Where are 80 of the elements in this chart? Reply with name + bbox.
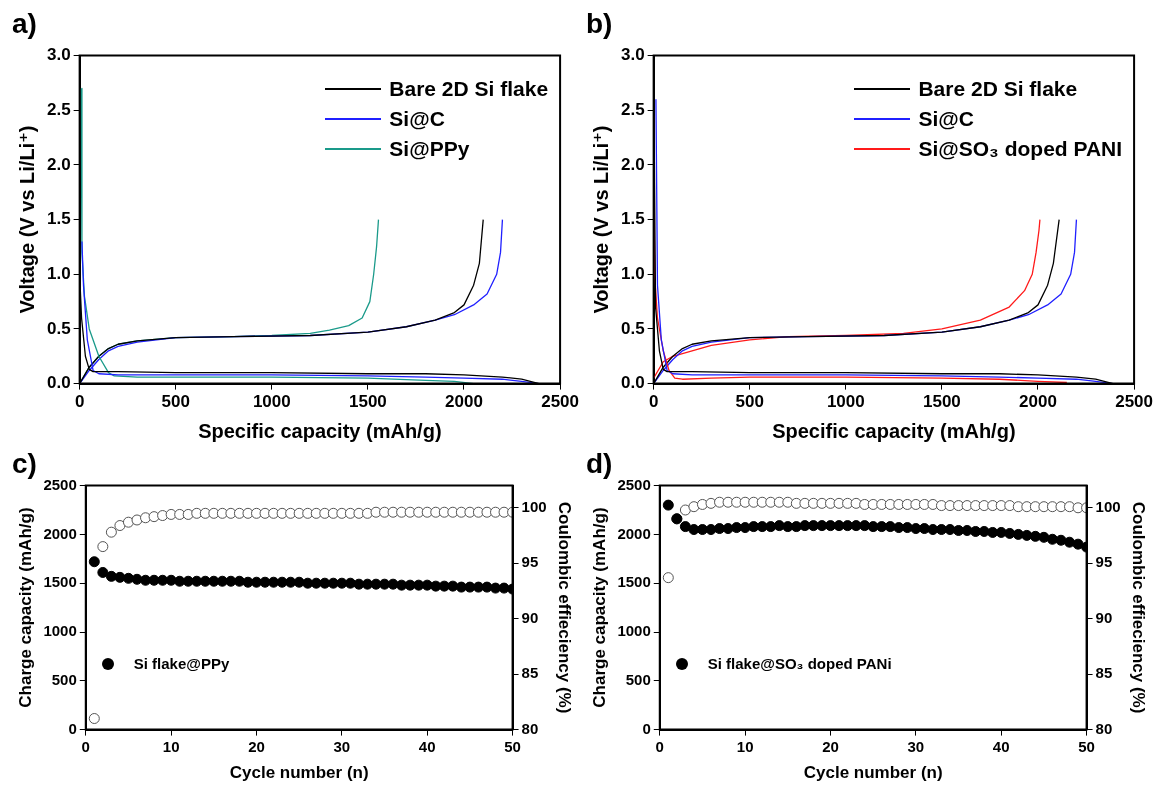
x-tick-label: 1000 [826,392,865,412]
y-tick-label: 2.0 [620,154,645,174]
y-tick-label: 3.0 [46,45,71,65]
y2-tick-label: 95 [1095,553,1113,571]
y-tick-label: 1.0 [620,263,645,283]
x-tick-label: 50 [504,737,521,755]
x-tick-label: 1500 [922,392,961,412]
chart-title: a) [12,7,37,39]
y-tick-label: 3.0 [620,45,645,65]
x-tick-label: 40 [418,737,436,755]
y-tick-label: 0.5 [620,318,645,338]
y-tick-label: 1.5 [620,209,645,229]
x-tick-label: 2500 [541,392,579,412]
x-tick-label: 0 [655,737,664,755]
legend-label: Si flake@SO₃ doped PANi [707,653,892,674]
y2-tick-label: 100 [521,497,547,515]
x-tick-label: 0 [81,737,90,755]
y-tick-label: 2.5 [620,99,645,119]
legend-label: Si@C [918,105,974,132]
y-axis-title: Charge capacity (mAh/g) [15,507,35,708]
y2-axis-title: Coulombic effieciency (%) [1129,501,1149,714]
y2-axis-title: Coulombic effieciency (%) [555,501,575,714]
x-axis-title: Cycle number (n) [803,763,943,783]
y-tick-label: 2500 [617,475,651,493]
x-tick-label: 500 [735,392,764,412]
y-tick-label: 500 [51,670,77,688]
chart-title: d) [586,447,613,479]
y-axis-title: Voltage (V vs Li/Li⁺) [589,125,612,314]
y-tick-label: 0.0 [46,373,71,393]
y-tick-label: 1.5 [46,209,71,229]
legend-label: Si@SO₃ doped PANI [918,135,1123,162]
x-tick-label: 10 [162,737,180,755]
y2-tick-label: 80 [1095,719,1113,737]
x-tick-label: 2000 [1019,392,1057,412]
x-tick-label: 20 [822,737,839,755]
y-tick-label: 500 [625,670,651,688]
x-tick-label: 30 [907,737,925,755]
x-tick-label: 2500 [1115,392,1153,412]
y-tick-label: 1500 [617,573,651,591]
y2-tick-label: 100 [1095,497,1121,515]
y-tick-label: 2000 [617,524,651,542]
legend-label: Si flake@PPy [133,653,230,674]
y-tick-label: 1000 [43,622,77,640]
x-tick-label: 2000 [445,392,483,412]
y-tick-label: 2500 [43,475,77,493]
y2-tick-label: 85 [521,664,539,682]
chart-title: c) [12,447,37,479]
legend-label: Bare 2D Si flake [918,75,1078,102]
x-tick-label: 50 [1078,737,1095,755]
x-tick-label: 30 [333,737,351,755]
chart-title: b) [586,7,613,39]
legend-label: Bare 2D Si flake [389,75,549,102]
x-axis-title: Cycle number (n) [229,763,369,783]
y-tick-label: 2000 [43,524,77,542]
y-tick-label: 0 [68,719,77,737]
y2-tick-label: 90 [521,608,539,626]
x-tick-label: 1500 [348,392,387,412]
y2-tick-label: 95 [521,553,539,571]
x-tick-label: 10 [736,737,754,755]
y-axis-title: Charge capacity (mAh/g) [589,507,609,708]
y-tick-label: 0 [642,719,651,737]
y-tick-label: 1000 [617,622,651,640]
x-axis-title: Specific capacity (mAh/g) [198,419,442,442]
y-tick-label: 2.0 [46,154,71,174]
y-tick-label: 2.5 [46,99,71,119]
x-tick-label: 500 [161,392,190,412]
x-tick-label: 20 [248,737,265,755]
legend-label: Si@C [389,105,445,132]
x-tick-label: 40 [992,737,1010,755]
x-tick-label: 1000 [252,392,291,412]
y-tick-label: 0.0 [620,373,645,393]
legend-label: Si@PPy [389,135,470,162]
y2-tick-label: 90 [1095,608,1113,626]
y-axis-title: Voltage (V vs Li/Li⁺) [15,125,38,314]
y-tick-label: 1.0 [46,263,71,283]
y2-tick-label: 85 [1095,664,1113,682]
y2-tick-label: 80 [521,719,539,737]
y-tick-label: 1500 [43,573,77,591]
y-tick-label: 0.5 [46,318,71,338]
x-axis-title: Specific capacity (mAh/g) [772,419,1016,442]
